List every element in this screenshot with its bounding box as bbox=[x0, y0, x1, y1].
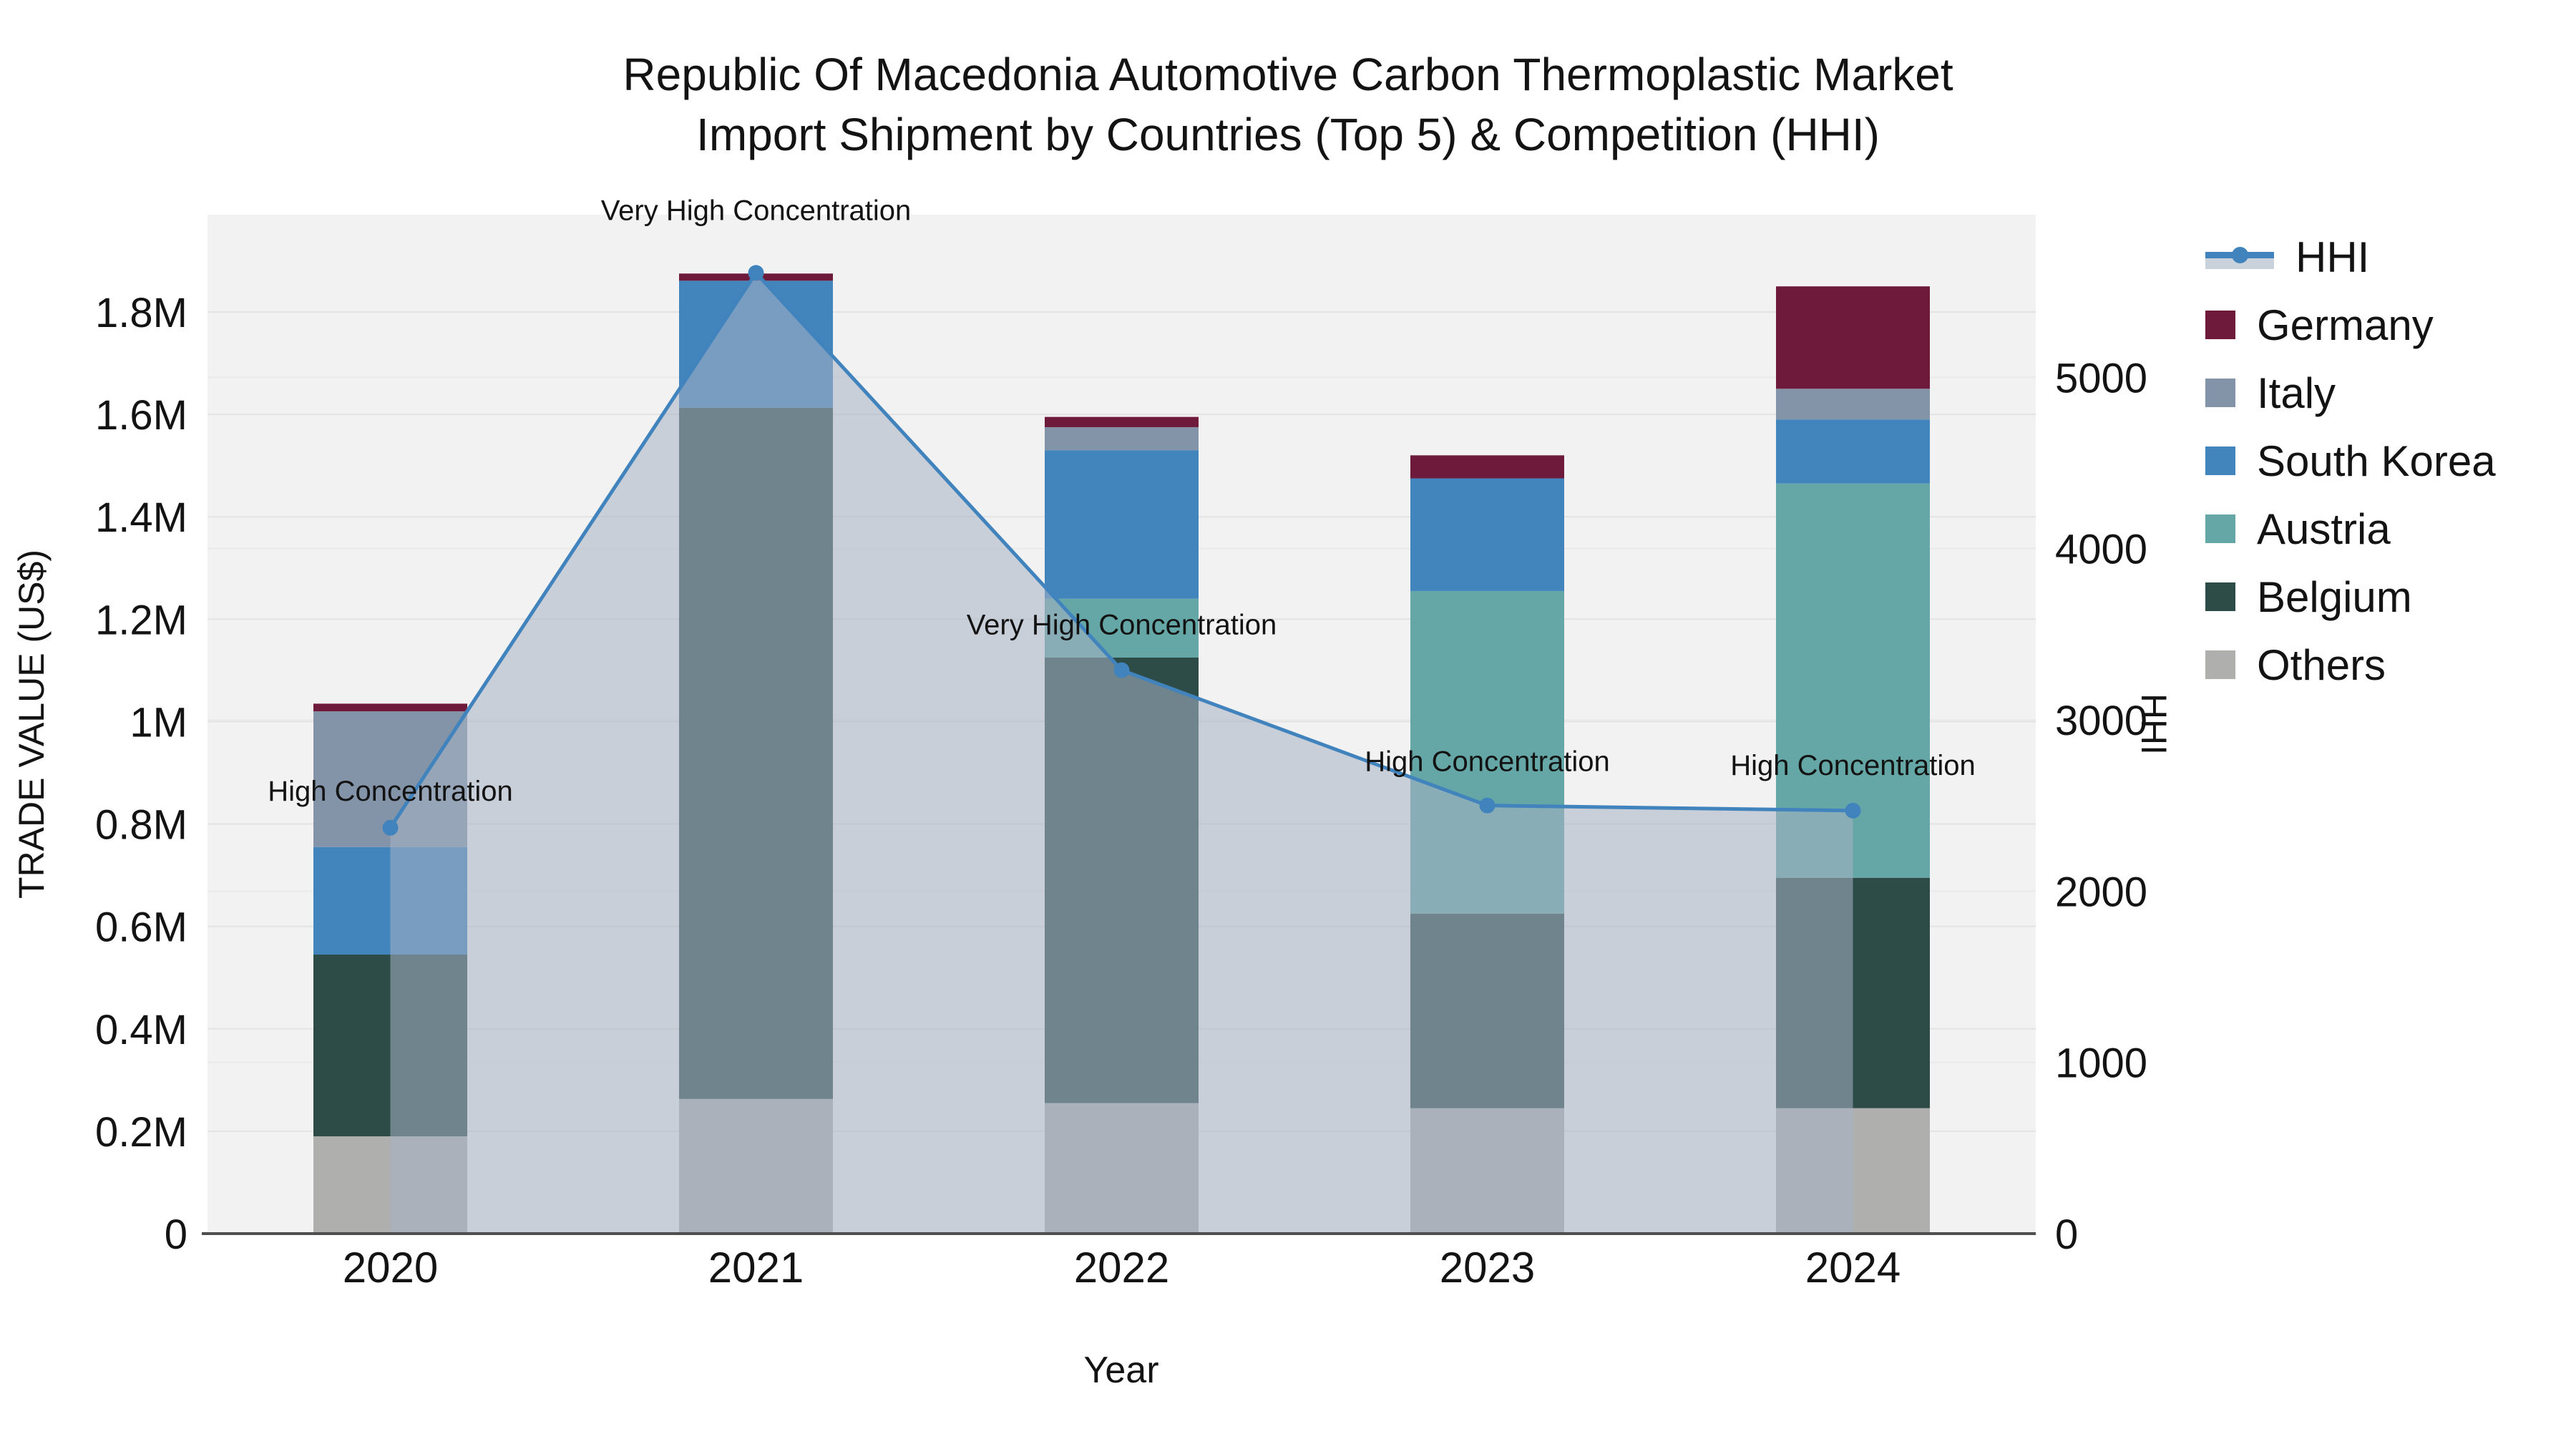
x-tick-2022: 2022 bbox=[1074, 1244, 1169, 1292]
legend-label-south-korea: South Korea bbox=[2257, 436, 2496, 485]
legend-item-germany[interactable]: Germany bbox=[2205, 298, 2496, 351]
hhi-marker-2024 bbox=[1845, 802, 1861, 819]
legend-label-germany: Germany bbox=[2257, 301, 2434, 349]
hhi-area-fill bbox=[390, 273, 1853, 1234]
y-left-tick-1M: 1M bbox=[130, 699, 187, 746]
x-tick-2021: 2021 bbox=[708, 1244, 804, 1292]
y-right-tick-0: 0 bbox=[2055, 1211, 2078, 1258]
x-axis-title: Year bbox=[1083, 1350, 1159, 1391]
bar-segment-italy-2024 bbox=[1776, 389, 1930, 420]
x-tick-2020: 2020 bbox=[343, 1244, 438, 1292]
hhi-marker-2021 bbox=[748, 265, 764, 281]
annotation-2024: High Concentration bbox=[1730, 750, 1975, 781]
legend-swatch-germany bbox=[2205, 311, 2235, 339]
y-left-tick-0.2M: 0.2M bbox=[95, 1109, 187, 1156]
legend-item-belgium[interactable]: Belgium bbox=[2205, 570, 2496, 623]
legend-swatch-belgium bbox=[2205, 582, 2235, 611]
x-tick-2023: 2023 bbox=[1440, 1244, 1535, 1292]
y-right-tick-4000: 4000 bbox=[2055, 527, 2147, 573]
hhi-line-swatch-icon bbox=[2205, 240, 2274, 273]
legend-item-south-korea[interactable]: South Korea bbox=[2205, 434, 2496, 487]
hhi-marker-2020 bbox=[382, 819, 399, 836]
legend-item-hhi[interactable]: HHI bbox=[2205, 230, 2496, 283]
y-left-tick-1.4M: 1.4M bbox=[95, 494, 187, 541]
annotation-2021: Very High Concentration bbox=[601, 195, 912, 226]
y-left-tick-0.6M: 0.6M bbox=[95, 904, 187, 951]
legend-label-others: Others bbox=[2257, 640, 2386, 689]
hhi-marker-2023 bbox=[1479, 797, 1496, 814]
bar-segment-south-korea-2023 bbox=[1410, 478, 1564, 591]
y-right-tick-1000: 1000 bbox=[2055, 1040, 2147, 1087]
bar-segment-italy-2022 bbox=[1045, 426, 1199, 451]
legend-label-italy: Italy bbox=[2257, 369, 2336, 417]
legend-swatch-austria bbox=[2205, 514, 2235, 543]
y-right-tick-5000: 5000 bbox=[2055, 355, 2147, 401]
bar-segment-south-korea-2022 bbox=[1045, 450, 1199, 599]
annotation-2020: High Concentration bbox=[268, 776, 512, 807]
chart-title-line2: Import Shipment by Countries (Top 5) & C… bbox=[696, 109, 1880, 160]
bar-segment-germany-2020 bbox=[313, 703, 467, 712]
bar-segment-south-korea-2024 bbox=[1776, 419, 1930, 484]
chart-title: Republic Of Macedonia Automotive Carbon … bbox=[0, 44, 2576, 165]
chart-title-line1: Republic Of Macedonia Automotive Carbon … bbox=[623, 49, 1953, 100]
legend-label-austria: Austria bbox=[2257, 504, 2391, 553]
annotation-2022: Very High Concentration bbox=[967, 610, 1277, 641]
legend-label-belgium: Belgium bbox=[2257, 572, 2412, 621]
bar-segment-germany-2022 bbox=[1045, 416, 1199, 427]
legend-swatch-italy bbox=[2205, 379, 2235, 407]
legend-swatch-others bbox=[2205, 650, 2235, 679]
legend: HHI Germany Italy South Korea Austria Belgium… bbox=[2205, 230, 2496, 691]
legend-item-italy[interactable]: Italy bbox=[2205, 366, 2496, 419]
legend-item-austria[interactable]: Austria bbox=[2205, 502, 2496, 555]
y-right-tick-2000: 2000 bbox=[2055, 869, 2147, 915]
y-right-tick-3000: 3000 bbox=[2055, 698, 2147, 744]
hhi-marker-2022 bbox=[1113, 662, 1130, 678]
y-left-tick-1.8M: 1.8M bbox=[95, 290, 187, 336]
hhi-swatch-dot bbox=[2232, 247, 2248, 263]
legend-label-hhi: HHI bbox=[2296, 233, 2370, 281]
y-left-tick-1.2M: 1.2M bbox=[95, 597, 187, 643]
y-left-tick-0: 0 bbox=[165, 1211, 187, 1258]
y-left-tick-0.8M: 0.8M bbox=[95, 802, 187, 849]
x-tick-2024: 2024 bbox=[1805, 1244, 1901, 1292]
y-left-tick-1.6M: 1.6M bbox=[95, 392, 187, 439]
legend-item-others[interactable]: Others bbox=[2205, 638, 2496, 691]
legend-swatch-south-korea bbox=[2205, 447, 2235, 475]
bar-segment-germany-2023 bbox=[1410, 455, 1564, 479]
y-left-tick-0.4M: 0.4M bbox=[95, 1007, 187, 1053]
bar-segment-germany-2024 bbox=[1776, 286, 1930, 389]
annotation-2023: High Concentration bbox=[1365, 746, 1609, 778]
